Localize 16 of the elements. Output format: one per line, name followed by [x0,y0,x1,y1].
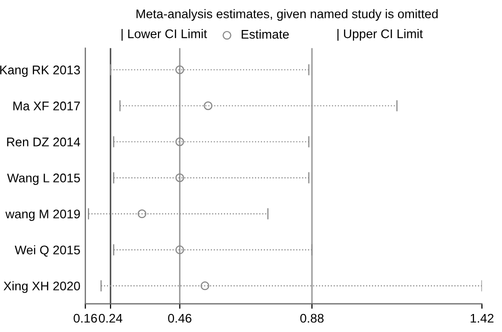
y-tick-label: Xing XH 2020 [4,281,80,293]
text: | Upper CI Limit [337,29,423,41]
x-tick-label: 0.88 [300,314,324,323]
chart-title: Meta-analysis estimates, given named study is omitted [136,9,438,21]
y-tick-label: Ren DZ 2014 [7,138,80,146]
y-tick-label: Ma XF 2017 [13,102,80,110]
x-tick-label: 0.16 [74,314,97,323]
y-tick-label: wang M 2019 [5,210,80,221]
y-tick-label: Wang L 2015 [7,174,80,185]
x-tick-label: 0.46 [168,314,192,323]
x-tick-label: 1.42 [470,314,494,323]
y-tick-label: Kang RK 2013 [0,66,80,77]
x-tick-label: 0.24 [98,314,122,323]
legend-label: Estimate [242,30,289,39]
y-tick-label: Wei Q 2015 [14,245,80,257]
text: | Lower CI Limit [122,29,207,41]
